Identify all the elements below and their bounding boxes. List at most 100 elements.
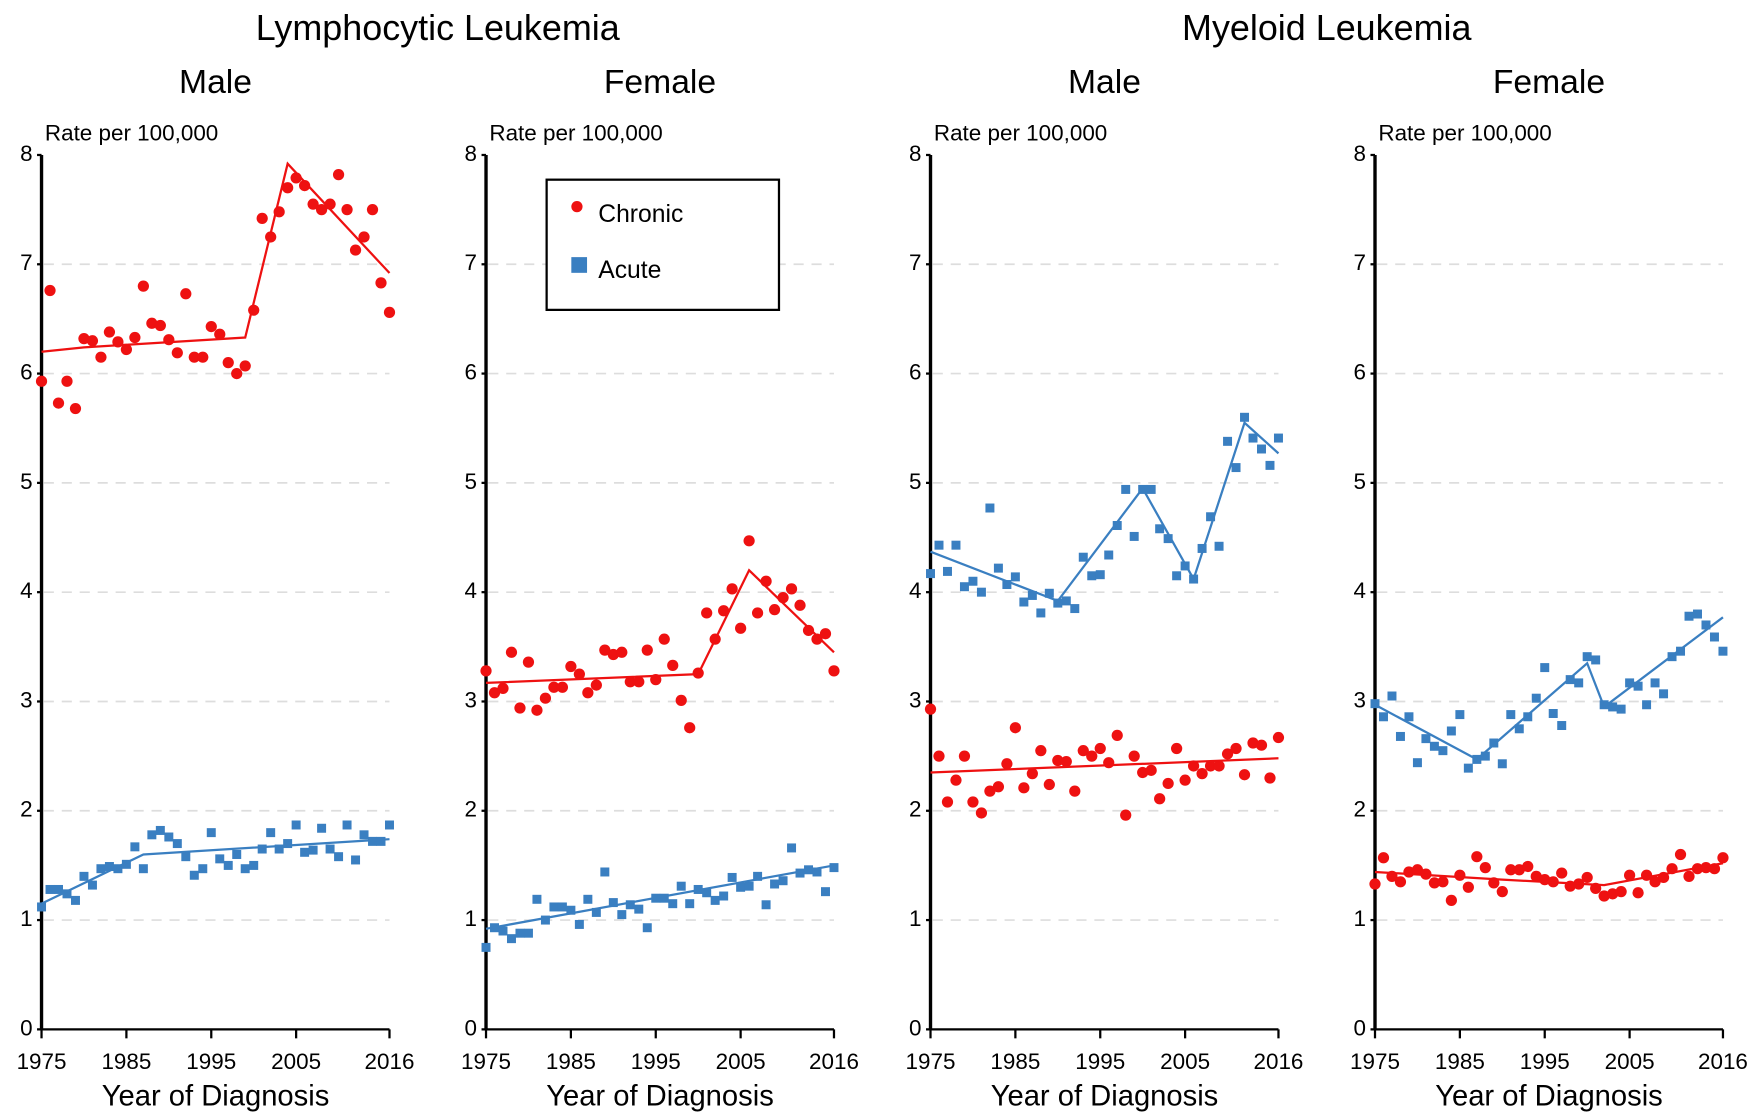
y-tick-label: 3 — [20, 687, 32, 712]
point — [548, 681, 560, 693]
point — [1120, 809, 1132, 821]
y-tick-label: 6 — [465, 359, 477, 384]
point — [1223, 436, 1233, 446]
point — [130, 842, 140, 852]
point — [1221, 748, 1234, 760]
point — [556, 681, 569, 693]
point — [985, 503, 995, 513]
point — [642, 923, 652, 933]
point — [497, 682, 509, 694]
point — [1238, 769, 1251, 781]
point — [1506, 710, 1516, 720]
point — [1428, 877, 1441, 889]
point — [163, 334, 175, 346]
panel-title: Male — [179, 64, 252, 101]
point — [1623, 869, 1636, 881]
point — [300, 847, 310, 857]
point — [1709, 632, 1719, 642]
point — [1146, 484, 1156, 494]
x-tick-label: 2005 — [1605, 1049, 1655, 1074]
y-tick-label: 7 — [20, 250, 32, 275]
point — [625, 900, 635, 910]
y-tick-label: 8 — [20, 141, 32, 166]
point — [702, 888, 712, 898]
panel-title: Male — [1068, 64, 1141, 101]
point — [1163, 534, 1173, 544]
point — [332, 169, 345, 181]
point — [1264, 772, 1276, 784]
x-tick-label: 1995 — [186, 1049, 236, 1074]
x-axis-label: Year of Diagnosis — [991, 1081, 1219, 1113]
point — [383, 306, 396, 318]
point — [608, 898, 618, 908]
point — [1247, 737, 1259, 749]
point — [274, 844, 284, 854]
point — [103, 326, 116, 338]
trend-line — [41, 161, 391, 353]
point — [1633, 681, 1643, 691]
point — [1438, 746, 1448, 756]
point — [787, 843, 797, 853]
point — [1581, 871, 1593, 884]
point — [821, 887, 830, 897]
point — [44, 284, 56, 297]
point — [1642, 700, 1652, 710]
point — [342, 820, 352, 830]
point — [375, 277, 387, 289]
x-axis-label: Year of Diagnosis — [1435, 1081, 1663, 1113]
point — [1137, 766, 1149, 779]
point — [1187, 760, 1200, 772]
y-tick-label: 5 — [20, 469, 32, 494]
point — [222, 357, 234, 369]
point — [480, 665, 492, 677]
point — [147, 830, 157, 840]
point — [54, 884, 63, 894]
point — [1009, 722, 1021, 734]
y-tick-label: 7 — [909, 250, 921, 275]
point — [1213, 760, 1225, 772]
point — [334, 852, 344, 862]
point — [992, 781, 1005, 793]
point — [1607, 888, 1619, 900]
point — [583, 894, 593, 904]
point — [1556, 867, 1568, 879]
point — [206, 828, 216, 838]
point — [1240, 412, 1250, 422]
point — [1172, 571, 1182, 581]
point — [215, 854, 225, 864]
point — [1548, 709, 1558, 718]
point — [1480, 751, 1490, 761]
point — [1257, 444, 1266, 454]
point — [37, 902, 47, 912]
point — [164, 832, 174, 842]
point — [488, 687, 501, 699]
point — [1111, 729, 1123, 741]
point — [1018, 782, 1030, 794]
point — [523, 928, 533, 938]
point — [376, 836, 386, 846]
x-axis-label: Year of Diagnosis — [546, 1081, 774, 1113]
trend-line — [485, 864, 835, 930]
point — [358, 231, 370, 243]
point — [1513, 864, 1525, 876]
point — [950, 774, 962, 786]
point — [811, 633, 823, 645]
point — [1035, 745, 1047, 757]
point — [744, 881, 754, 891]
y-tick-label: 2 — [1354, 797, 1366, 822]
y-tick-label: 0 — [909, 1015, 921, 1040]
point — [282, 182, 294, 194]
point — [1087, 571, 1097, 581]
point — [1043, 778, 1055, 791]
point — [1598, 890, 1610, 902]
point — [753, 871, 763, 881]
legend-marker — [571, 257, 588, 273]
legend-label: Acute — [598, 257, 661, 284]
point — [1540, 663, 1550, 673]
point — [726, 583, 738, 595]
point — [1369, 878, 1381, 890]
point — [539, 692, 552, 704]
point — [540, 915, 550, 925]
